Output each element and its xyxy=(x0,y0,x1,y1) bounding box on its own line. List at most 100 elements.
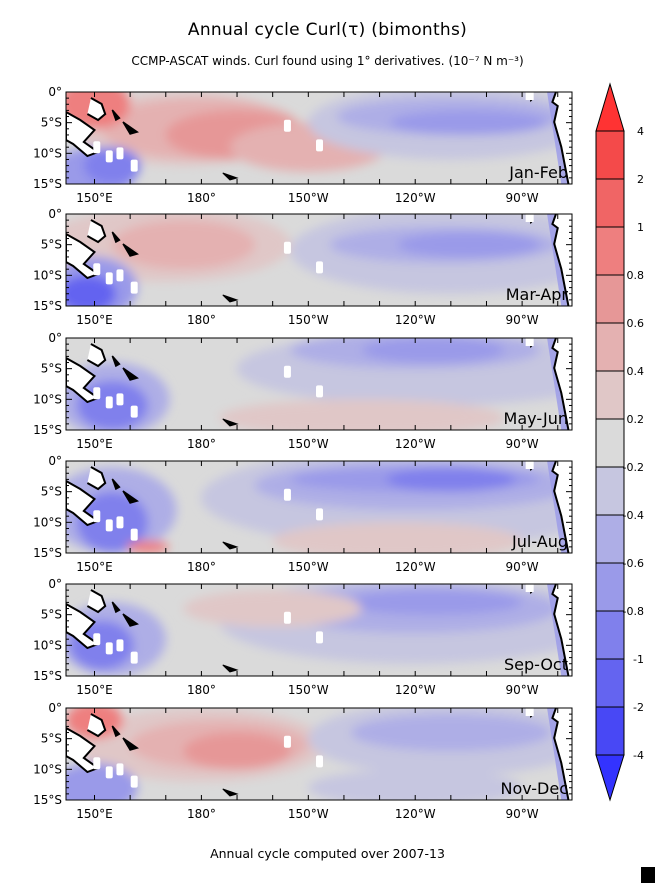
contour-region xyxy=(126,540,170,553)
contour-region xyxy=(183,732,291,770)
missing-data-island xyxy=(105,642,113,655)
colorbar-label: 0.6 xyxy=(627,317,645,330)
y-tick-label: 15°S xyxy=(33,299,62,313)
panel-frame xyxy=(65,91,573,185)
missing-data-island xyxy=(316,755,323,768)
contour-region xyxy=(83,147,141,184)
y-tick-label: 10°S xyxy=(33,515,62,529)
contour-region xyxy=(66,275,116,306)
colorbar-label: -1 xyxy=(633,653,644,666)
panel-frame xyxy=(65,707,573,801)
land-new-britain xyxy=(86,343,107,368)
land-south-america xyxy=(552,708,572,800)
land-south-america xyxy=(552,461,572,553)
figure-title: Annual cycle Curl(τ) (bimonths) xyxy=(187,20,468,40)
map-panel-mar-apr: 150°E 180° 150°W 120°W 90°W 0° 5°S 10°S 15°S Mar-… xyxy=(33,207,573,327)
missing-data-island xyxy=(116,147,124,160)
missing-data-island xyxy=(105,766,113,779)
missing-data-island xyxy=(283,119,291,132)
coastline-south-america xyxy=(551,92,570,184)
panel-frame xyxy=(65,213,573,307)
contour-fill xyxy=(66,708,572,800)
y-tick-label: 15°S xyxy=(33,177,62,191)
missing-data-island xyxy=(283,365,291,378)
x-tick-label: 150°E xyxy=(76,191,113,205)
colorbar-label: 4 xyxy=(637,125,644,138)
x-tick-label: 150°E xyxy=(76,313,113,327)
y-tick-label: 15°S xyxy=(33,669,62,683)
x-tick-label: 150°E xyxy=(76,683,113,697)
colorbar-swatch xyxy=(595,562,625,612)
x-tick-label: 90°W xyxy=(506,683,539,697)
coastline-south-america xyxy=(551,338,570,430)
missing-data-island xyxy=(283,241,291,254)
map-panel-nov-dec: 150°E 180° 150°W 120°W 90°W 0° 5°S 10°S 15°S Nov-… xyxy=(33,701,573,821)
x-tick-label: 180° xyxy=(187,807,216,821)
missing-data-island xyxy=(130,405,138,418)
y-tick-label: 5°S xyxy=(41,732,62,746)
contour-fill xyxy=(66,584,572,676)
y-tick-label: 10°S xyxy=(33,146,62,160)
colorbar-swatch xyxy=(595,658,625,708)
colorbar-swatch xyxy=(595,322,625,372)
x-tick-label: 150°E xyxy=(76,560,113,574)
colorbar-top-arrow xyxy=(595,82,625,132)
missing-data-island xyxy=(525,461,534,469)
missing-data-island xyxy=(116,516,124,529)
land-fiji xyxy=(222,294,239,303)
colorbar-swatch xyxy=(595,706,625,756)
y-tick-label: 5°S xyxy=(41,608,62,622)
land-solomon-islands xyxy=(111,231,139,257)
contour-region xyxy=(183,590,362,627)
curl-field xyxy=(66,708,572,800)
land-fiji xyxy=(222,172,239,181)
colorbar-bottom-arrow xyxy=(595,754,625,802)
missing-data-island xyxy=(130,528,138,541)
land-fiji xyxy=(222,788,239,797)
panel-label: Jul-Aug xyxy=(511,532,568,551)
x-tick-label: 180° xyxy=(187,437,216,451)
missing-data-island xyxy=(130,775,138,788)
contour-region xyxy=(397,232,541,257)
land-solomon-islands xyxy=(111,355,139,381)
missing-data-island xyxy=(105,150,113,163)
missing-data-island xyxy=(130,651,138,664)
map-panel-sep-oct: 150°E 180° 150°W 120°W 90°W 0° 5°S 10°S 15°S Sep-… xyxy=(33,577,573,697)
colorbar-label: -0.8 xyxy=(623,605,644,618)
missing-data-island xyxy=(130,281,138,294)
x-tick-label: 90°W xyxy=(506,807,539,821)
curl-field xyxy=(66,461,572,553)
missing-data-island xyxy=(525,708,534,716)
x-tick-label: 90°W xyxy=(506,313,539,327)
x-tick-label: 150°W xyxy=(288,437,329,451)
missing-data-island xyxy=(316,139,323,152)
x-tick-label: 180° xyxy=(187,683,216,697)
panel-label: Sep-Oct xyxy=(504,655,568,674)
colorbar-label: 1 xyxy=(637,221,644,234)
missing-data-island xyxy=(105,396,113,409)
land-south-america xyxy=(552,92,572,184)
missing-data-island xyxy=(283,735,291,748)
x-tick-label: 150°W xyxy=(288,560,329,574)
missing-data-island xyxy=(105,519,113,532)
land-south-america xyxy=(552,338,572,430)
panel-frame xyxy=(65,583,573,677)
x-tick-label: 120°W xyxy=(395,191,436,205)
colorbar-swatch xyxy=(595,466,625,516)
coastline-south-america xyxy=(551,708,570,800)
land-new-britain xyxy=(86,466,107,491)
y-tick-label: 15°S xyxy=(33,546,62,560)
colorbar-swatch xyxy=(595,610,625,660)
colorbar-swatch xyxy=(595,178,625,228)
coastline-south-america xyxy=(551,461,570,553)
y-tick-label: 0° xyxy=(48,454,62,468)
missing-data-island xyxy=(93,263,101,276)
y-tick-label: 10°S xyxy=(33,762,62,776)
land-fiji xyxy=(222,541,239,550)
land-solomon-islands xyxy=(111,109,139,135)
colorbar-label: 2 xyxy=(637,173,644,186)
curl-field xyxy=(66,338,572,430)
land-new-britain xyxy=(86,97,107,122)
missing-data-island xyxy=(105,272,113,285)
